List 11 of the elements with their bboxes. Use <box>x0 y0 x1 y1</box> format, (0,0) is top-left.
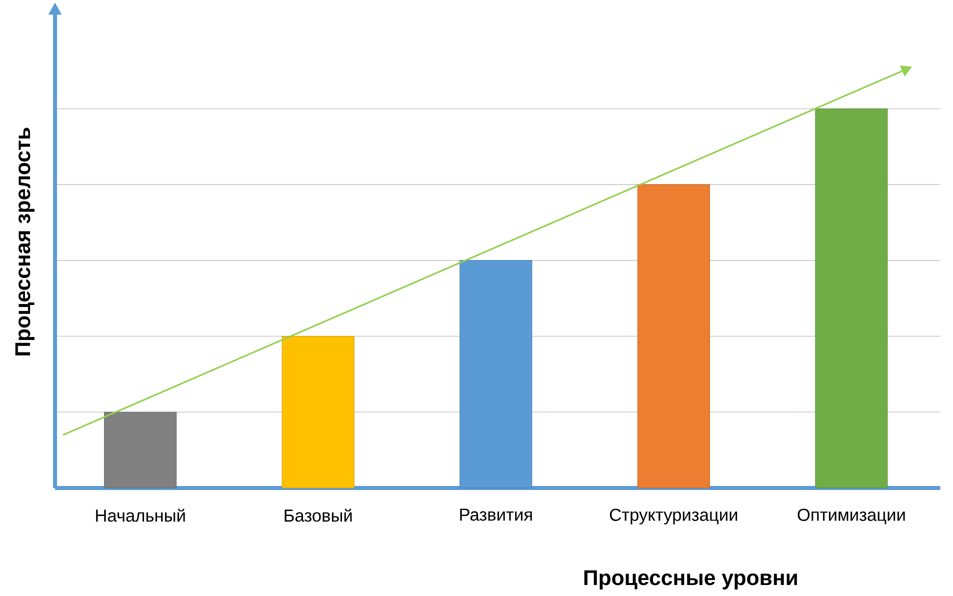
x-tick-label: Оптимизации <box>798 508 905 524</box>
bar <box>637 184 710 488</box>
x-axis-title: Процессные уровни <box>584 570 797 590</box>
bar <box>282 336 354 488</box>
x-tick-label: Начальный <box>96 508 185 522</box>
x-tick-label: Развития <box>460 508 532 521</box>
y-axis-title: Процессная зрелость <box>15 128 34 356</box>
bar <box>815 108 888 488</box>
x-tick-label: Базовый <box>284 508 352 522</box>
x-tick-label: Структуризации <box>610 508 738 524</box>
bar <box>104 412 177 488</box>
